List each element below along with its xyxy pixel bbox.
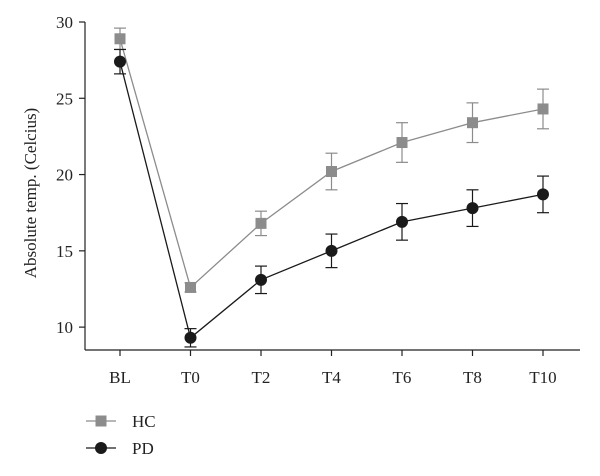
data-point <box>184 331 197 344</box>
data-point <box>396 137 408 149</box>
data-point <box>114 33 126 45</box>
x-tick-label: T0 <box>181 368 200 387</box>
data-point <box>255 273 267 286</box>
x-tick-label: T6 <box>393 368 412 387</box>
x-tick-label: T10 <box>529 368 556 387</box>
y-tick-label: 20 <box>56 166 73 185</box>
data-point <box>95 442 107 454</box>
data-point <box>467 117 478 129</box>
y-tick-label: 15 <box>56 242 73 261</box>
data-point <box>537 188 549 201</box>
legend-item-pd: PD <box>86 439 154 458</box>
legend: HC PD <box>86 412 156 458</box>
legend-label: PD <box>132 439 154 458</box>
x-tick-label: T2 <box>252 368 271 387</box>
x-tick-label: BL <box>109 368 131 387</box>
series-layer <box>114 27 549 348</box>
y-axis-title: Absolute temp. (Celcius) <box>21 108 40 278</box>
y-tick-label: 25 <box>56 89 73 108</box>
x-tick-label: T8 <box>463 368 482 387</box>
y-tick-label: 30 <box>56 13 73 32</box>
legend-item-hc: HC <box>86 412 156 431</box>
series-line <box>119 61 544 339</box>
data-point <box>185 281 196 293</box>
data-point <box>466 202 479 215</box>
x-tick-label: T4 <box>322 368 341 387</box>
y-tick-label: 10 <box>56 318 73 337</box>
series-hc <box>114 27 549 293</box>
data-point <box>255 217 267 229</box>
data-point <box>114 55 126 68</box>
legend-label: HC <box>132 412 156 431</box>
axes: 10 15 20 25 30 BL T0 T2 T4 T6 T8 T10 <box>56 13 580 387</box>
data-point <box>95 415 107 427</box>
data-point <box>537 103 549 115</box>
series-pd <box>114 48 549 348</box>
data-point <box>325 244 338 257</box>
data-point <box>326 166 337 178</box>
data-point <box>396 215 408 228</box>
